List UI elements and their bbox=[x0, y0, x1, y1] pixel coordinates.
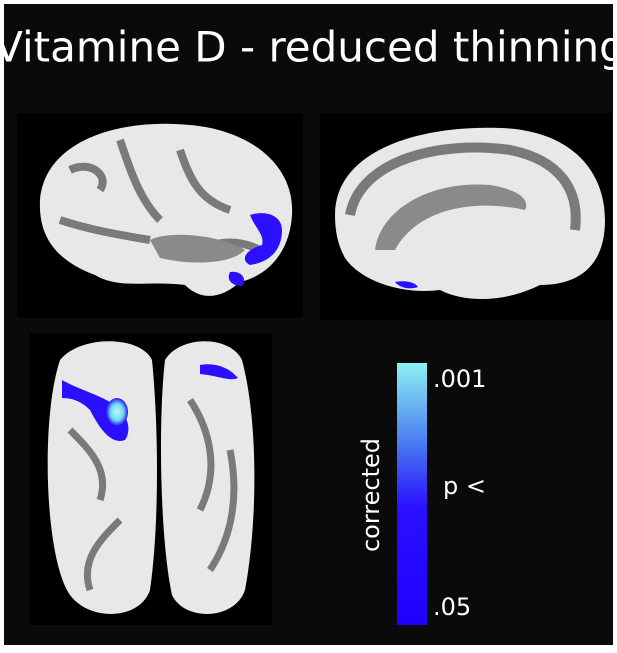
colorbar-top-label: .001 bbox=[433, 365, 486, 393]
brain-dorsal bbox=[30, 333, 272, 625]
colorbar-axis-label: corrected bbox=[357, 438, 385, 552]
brain-medial bbox=[320, 113, 612, 320]
colorbar-bottom-label: .05 bbox=[433, 593, 471, 621]
colorbar bbox=[397, 363, 427, 625]
brain-lateral bbox=[17, 113, 303, 318]
title: Vitamine D - reduced thinning bbox=[0, 23, 617, 72]
colorbar-middle-label: p < bbox=[443, 472, 486, 500]
